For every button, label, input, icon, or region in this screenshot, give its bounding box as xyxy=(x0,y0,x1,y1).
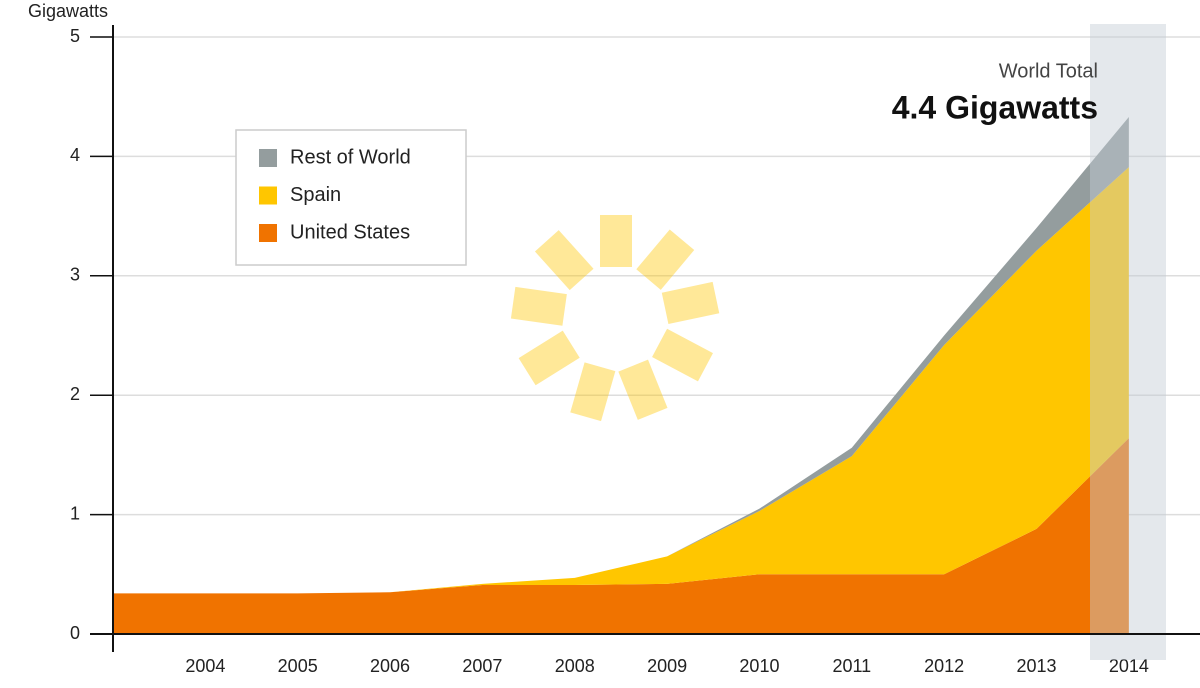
sun-ray xyxy=(518,330,580,386)
x-tick-label: 2005 xyxy=(278,656,318,676)
highlight-band xyxy=(1090,24,1166,660)
y-tick-label: 3 xyxy=(70,265,80,285)
x-tick-label: 2013 xyxy=(1016,656,1056,676)
y-tick-label: 4 xyxy=(70,145,80,165)
plot-layer xyxy=(113,116,1129,634)
x-tick-label: 2010 xyxy=(739,656,779,676)
sun-ray xyxy=(600,215,632,267)
legend-swatch xyxy=(259,149,277,167)
sun-ray xyxy=(510,286,567,326)
annotation-value: 4.4 Gigawatts xyxy=(892,89,1098,125)
area xyxy=(113,167,1129,594)
legend-label: Rest of World xyxy=(290,146,411,168)
sun-ray xyxy=(618,359,668,420)
x-tick-label: 2006 xyxy=(370,656,410,676)
legend-label: United States xyxy=(290,221,410,243)
y-axis-label: Gigawatts xyxy=(28,1,108,21)
y-tick-label: 0 xyxy=(70,623,80,643)
legend-swatch xyxy=(259,224,277,242)
sun-ray xyxy=(570,362,616,422)
legend-items: United States Spain Rest of World xyxy=(259,146,411,243)
sun-ray xyxy=(661,281,720,325)
y-tick-label: 1 xyxy=(70,503,80,523)
y-tick-label: 2 xyxy=(70,384,80,404)
x-tick-label: 2009 xyxy=(647,656,687,676)
sun-ray xyxy=(636,229,695,290)
legend-label: Spain xyxy=(290,184,341,206)
sun-decoration xyxy=(510,215,720,422)
area xyxy=(113,438,1129,634)
legend-swatch xyxy=(259,186,277,205)
y-tick-label: 5 xyxy=(70,26,80,46)
x-tick-label: 2008 xyxy=(555,656,595,676)
x-tick-label: 2004 xyxy=(185,656,225,676)
x-tick-label: 2012 xyxy=(924,656,964,676)
x-tick-label: 2011 xyxy=(832,656,871,676)
background-layer: 0 1 2 3 4 5 2004 2005 2006 2007 2008 2009 2010 2011 20… xyxy=(70,26,1200,676)
sun-ray xyxy=(652,328,713,382)
x-tick-label: 2014 xyxy=(1109,656,1149,676)
sun-ray xyxy=(534,230,594,291)
annotation-title: World Total xyxy=(999,60,1098,82)
x-tick-label: 2007 xyxy=(462,656,502,676)
